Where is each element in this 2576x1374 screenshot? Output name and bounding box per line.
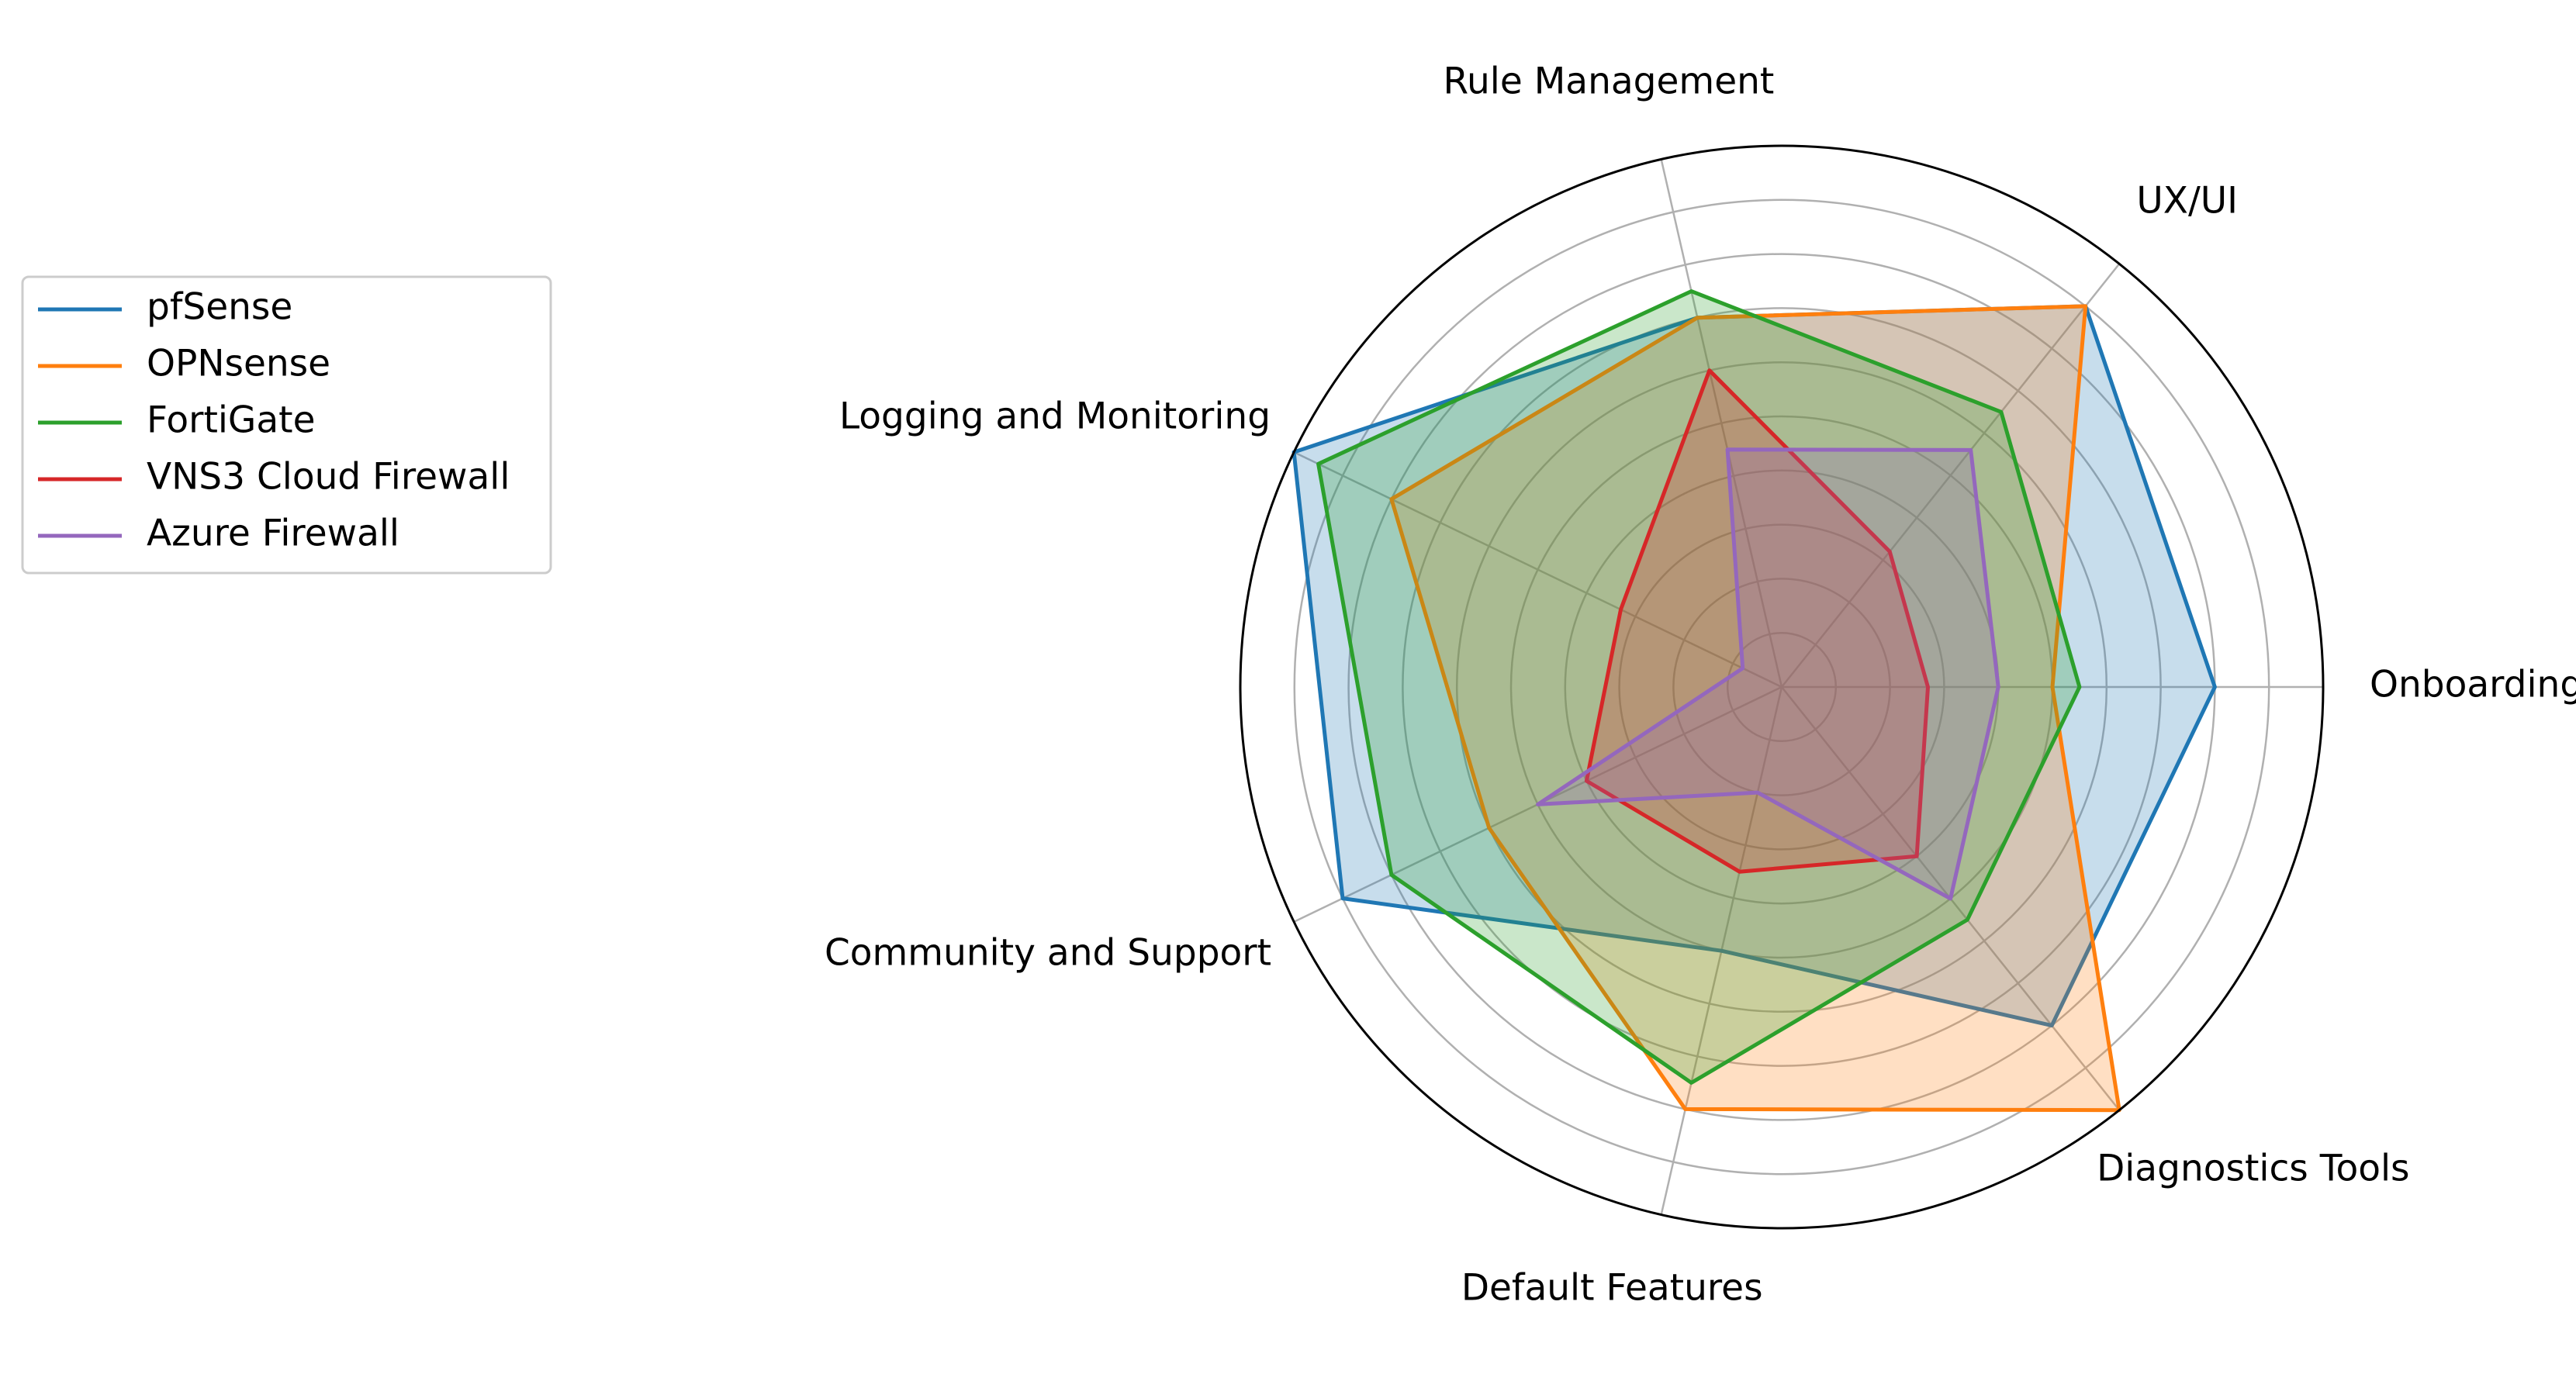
series-line bbox=[1536, 447, 2000, 901]
grid-spoke bbox=[1660, 159, 1783, 688]
series-fill bbox=[1318, 291, 2080, 1083]
series-3 bbox=[1584, 368, 1930, 874]
series-4 bbox=[1536, 447, 2000, 901]
category-label: Onboarding bbox=[2370, 664, 2576, 706]
category-label: UX/UI bbox=[2136, 180, 2238, 223]
category-label: Diagnostics Tools bbox=[2097, 1147, 2409, 1189]
legend-box bbox=[21, 275, 552, 575]
category-label: Logging and Monitoring bbox=[839, 395, 1271, 437]
category-label: Rule Management bbox=[1443, 60, 1774, 103]
category-label: Default Features bbox=[1461, 1267, 1763, 1310]
series-2 bbox=[1316, 289, 2082, 1085]
polar-frame bbox=[1239, 144, 2325, 1230]
series-layer bbox=[1291, 289, 2217, 1113]
grid-spoke bbox=[1781, 263, 2121, 688]
legend: pfSense OPNsense FortiGate VNS3 Cloud Firew… bbox=[21, 275, 552, 575]
series-fill bbox=[1391, 306, 2120, 1110]
legend-label: VNS3 Cloud Firewall bbox=[147, 456, 510, 499]
series-fill bbox=[1294, 306, 2215, 1026]
series-line bbox=[1389, 304, 2121, 1113]
legend-label: Azure Firewall bbox=[147, 513, 399, 555]
series-line bbox=[1584, 368, 1930, 874]
series-fill bbox=[1586, 370, 1928, 872]
category-label: Community and Support bbox=[825, 932, 1271, 975]
legend-label: OPNsense bbox=[147, 343, 330, 385]
legend-label: FortiGate bbox=[147, 399, 316, 442]
legend-label: pfSense bbox=[147, 286, 292, 329]
grid-spoke bbox=[1293, 451, 1782, 689]
series-line bbox=[1316, 289, 2082, 1085]
series-1 bbox=[1389, 304, 2121, 1113]
series-fill bbox=[1537, 449, 1999, 899]
axis-labels: Onboarding UX/UI Rule Management Logging an… bbox=[825, 60, 2576, 1310]
